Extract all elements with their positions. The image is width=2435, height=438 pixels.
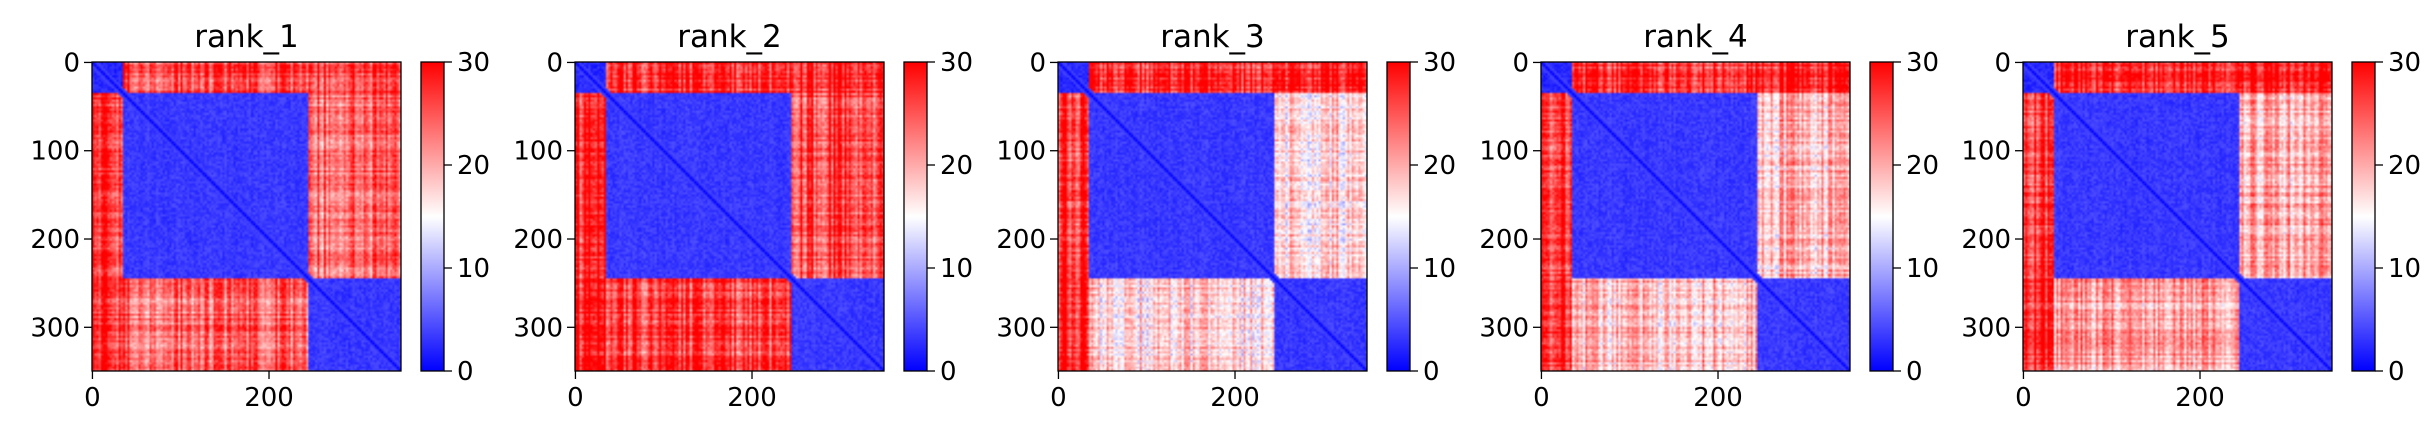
x-tick-label: 0: [2015, 383, 2032, 413]
panel-5: rank_5 0 100 200 300 0 200 0 10 20 30: [1961, 19, 2421, 413]
colorbar-tick-label: 20: [2388, 151, 2421, 181]
y-tick-label: 0: [1029, 48, 1046, 78]
y-tick-label: 200: [1479, 225, 1529, 255]
y-tick-label: 200: [513, 225, 563, 255]
x-tick-label: 200: [244, 383, 294, 413]
y-tick-label: 100: [996, 137, 1046, 167]
y-tick-label: 300: [1961, 313, 2011, 343]
colorbar: [903, 61, 928, 372]
colorbar-tick-label: 10: [1906, 254, 1939, 284]
panel-2: rank_2 0 100 200 300 0 200 0 10 20 30: [513, 19, 973, 413]
y-tick-label: 200: [30, 225, 80, 255]
x-tick-label: 200: [2175, 383, 2225, 413]
colorbar-tick-label: 20: [1906, 151, 1939, 181]
colorbar-tick-label: 30: [940, 48, 973, 78]
panel-title: rank_4: [1643, 19, 1748, 55]
heatmap-frame: [2022, 61, 2333, 372]
colorbar-tick-label: 10: [2388, 254, 2421, 284]
x-tick-label: 200: [1210, 383, 1260, 413]
colorbar-tick-label: 20: [940, 151, 973, 181]
heatmap-image: [1058, 62, 1367, 371]
y-tick-label: 0: [546, 48, 563, 78]
colorbar: [2351, 61, 2376, 372]
colorbar-tick-label: 0: [1423, 357, 1440, 387]
heatmap-image: [575, 62, 884, 371]
colorbar: [1869, 61, 1894, 372]
colorbar-tick-label: 30: [1906, 48, 1939, 78]
colorbar-tick-label: 20: [457, 151, 490, 181]
y-tick-label: 300: [30, 313, 80, 343]
y-tick-label: 200: [996, 225, 1046, 255]
y-tick-label: 100: [1479, 137, 1529, 167]
heatmap-frame: [1540, 61, 1851, 372]
colorbar: [1386, 61, 1411, 372]
y-tick-label: 300: [996, 313, 1046, 343]
panel-4: rank_4 0 100 200 300 0 200 0 10 20 30: [1479, 19, 1939, 413]
x-tick-label: 200: [1693, 383, 1743, 413]
y-tick-label: 0: [63, 48, 80, 78]
panel-title: rank_2: [677, 19, 782, 55]
colorbar-tick-label: 20: [1423, 151, 1456, 181]
heatmap-image: [2023, 62, 2332, 371]
heatmap-frame: [574, 61, 885, 372]
y-tick-label: 100: [30, 137, 80, 167]
y-tick-label: 100: [513, 137, 563, 167]
heatmap-frame: [1057, 61, 1368, 372]
x-tick-label: 0: [567, 383, 584, 413]
y-tick-label: 0: [1512, 48, 1529, 78]
panel-3: rank_3 0 100 200 300 0 200 0 10 20 30: [996, 19, 1456, 413]
heatmap-image: [1541, 62, 1850, 371]
colorbar-tick-label: 10: [1423, 254, 1456, 284]
colorbar-tick-label: 0: [1906, 357, 1923, 387]
y-tick-label: 100: [1961, 137, 2011, 167]
panel-title: rank_5: [2125, 19, 2230, 55]
colorbar: [420, 61, 445, 372]
heatmap-frame: [91, 61, 402, 372]
y-tick-label: 300: [1479, 313, 1529, 343]
colorbar-tick-label: 0: [2388, 357, 2405, 387]
colorbar-tick-label: 0: [457, 357, 474, 387]
panel-title: rank_1: [194, 19, 299, 55]
panel-1: rank_1 0 100 200 300 0 200 0 10 20 30: [30, 19, 490, 413]
panel-title: rank_3: [1160, 19, 1265, 55]
x-tick-label: 0: [1050, 383, 1067, 413]
y-tick-label: 300: [513, 313, 563, 343]
colorbar-tick-label: 0: [940, 357, 957, 387]
colorbar-tick-label: 10: [457, 254, 490, 284]
colorbar-tick-label: 10: [940, 254, 973, 284]
y-tick-label: 200: [1961, 225, 2011, 255]
colorbar-tick-label: 30: [457, 48, 490, 78]
y-tick-label: 0: [1994, 48, 2011, 78]
x-tick-label: 0: [84, 383, 101, 413]
colorbar-tick-label: 30: [2388, 48, 2421, 78]
heatmap-image: [92, 62, 401, 371]
colorbar-tick-label: 30: [1423, 48, 1456, 78]
x-tick-label: 0: [1533, 383, 1550, 413]
x-tick-label: 200: [727, 383, 777, 413]
